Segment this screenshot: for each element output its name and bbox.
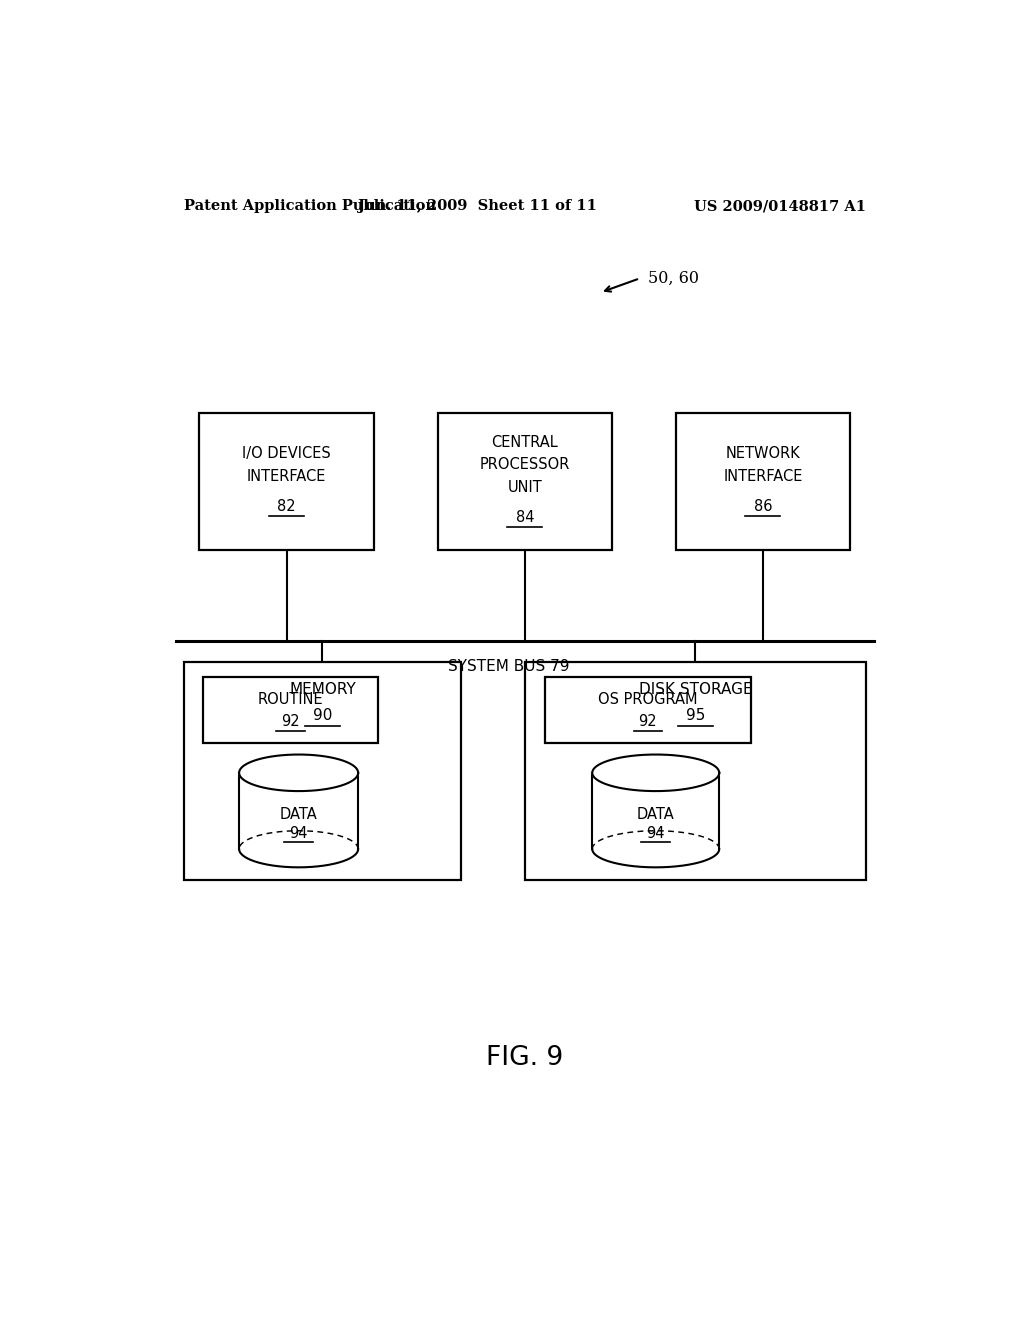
Text: DISK STORAGE: DISK STORAGE [639,682,753,697]
Polygon shape [592,755,719,791]
Text: NETWORK: NETWORK [726,446,800,461]
Text: 92: 92 [282,714,300,730]
Text: 82: 82 [278,499,296,513]
Text: 94: 94 [290,826,308,841]
Text: SYSTEM BUS 79: SYSTEM BUS 79 [449,660,569,675]
Text: 92: 92 [639,714,657,730]
Text: MEMORY: MEMORY [289,682,355,697]
Text: DATA: DATA [280,808,317,822]
Bar [204,677,378,743]
Text: CENTRAL: CENTRAL [492,436,558,450]
Text: I/O DEVICES: I/O DEVICES [243,446,331,461]
Bar [545,677,751,743]
Text: Patent Application Publication: Patent Application Publication [183,199,435,213]
Text: 90: 90 [312,708,332,723]
Text: DATA: DATA [637,808,675,822]
Text: 95: 95 [686,708,706,723]
Text: Jun. 11, 2009  Sheet 11 of 11: Jun. 11, 2009 Sheet 11 of 11 [357,199,597,213]
Bar [437,413,612,549]
Text: FIG. 9: FIG. 9 [486,1045,563,1071]
Text: 84: 84 [515,511,535,525]
Text: 50, 60: 50, 60 [648,269,698,286]
Text: UNIT: UNIT [508,479,542,495]
Text: US 2009/0148817 A1: US 2009/0148817 A1 [694,199,866,213]
Text: 94: 94 [646,826,665,841]
Text: OS PROGRAM: OS PROGRAM [598,692,697,708]
Text: PROCESSOR: PROCESSOR [479,457,570,473]
Bar [676,413,850,549]
Text: 86: 86 [754,499,772,513]
Bar [183,661,461,880]
Bar [524,661,866,880]
Text: ROUTINE: ROUTINE [258,692,324,708]
Bar [200,413,374,549]
Text: INTERFACE: INTERFACE [723,469,803,483]
Polygon shape [240,755,358,791]
Text: INTERFACE: INTERFACE [247,469,327,483]
